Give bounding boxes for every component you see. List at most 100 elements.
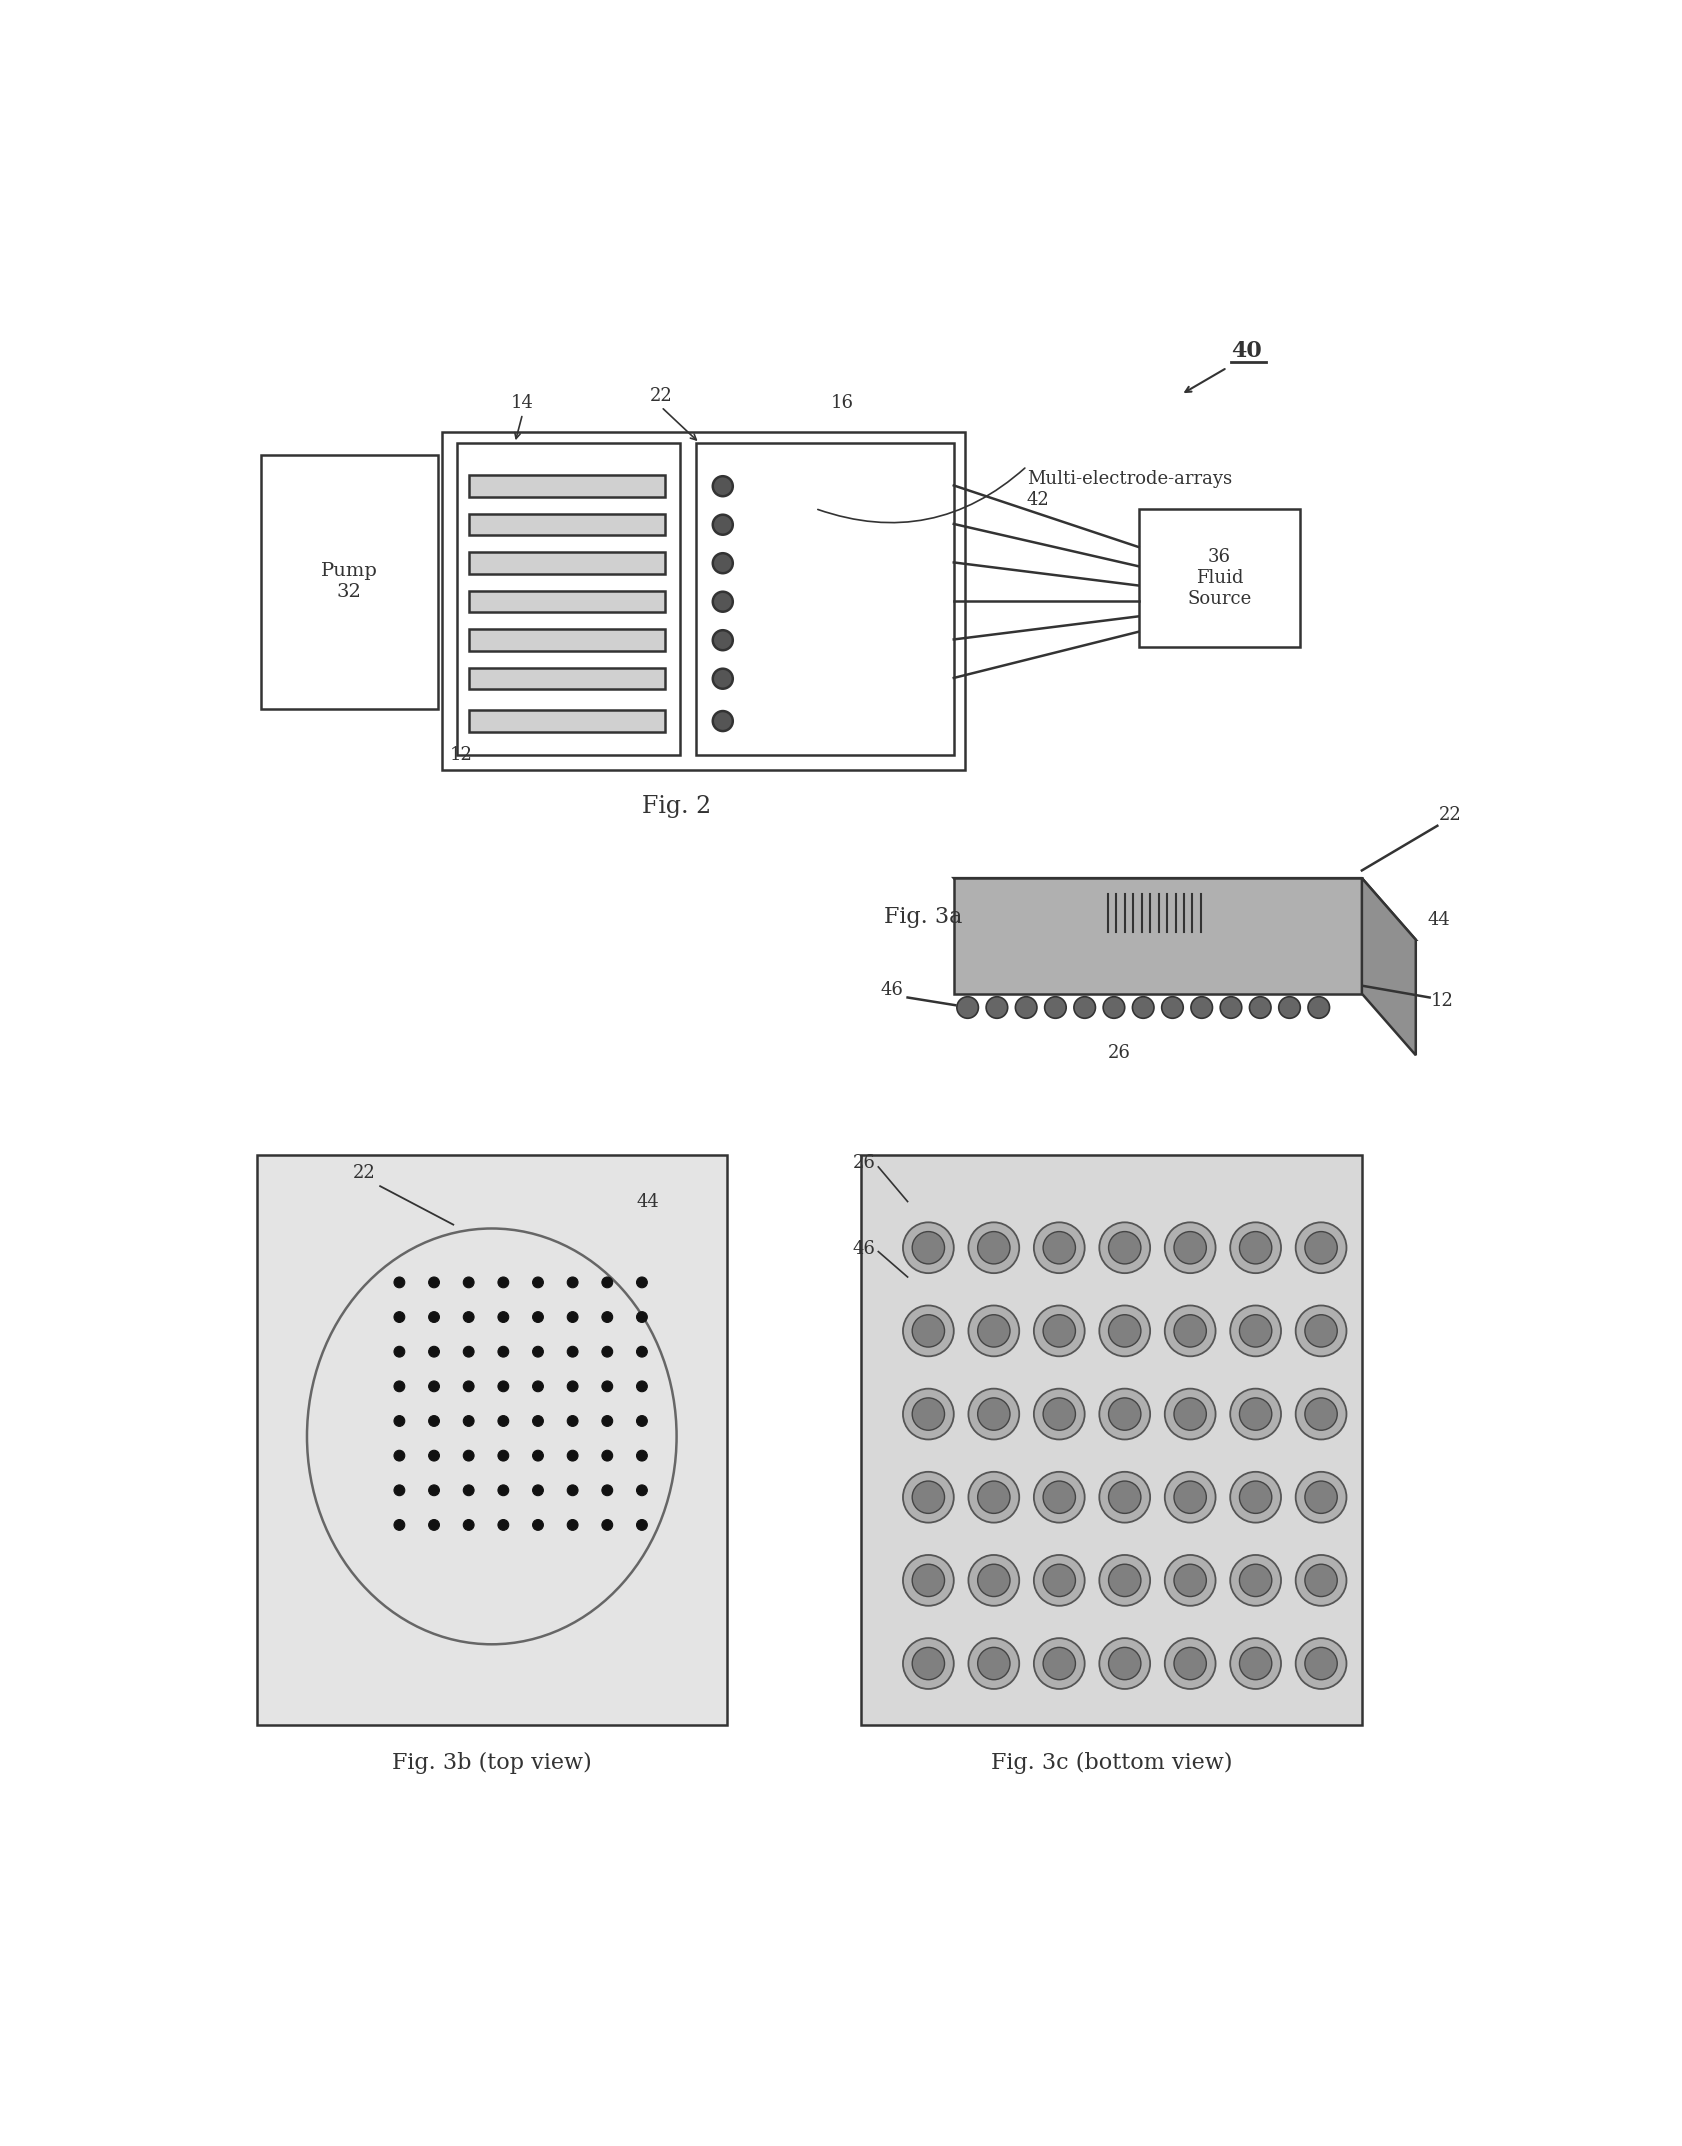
Circle shape	[1045, 996, 1066, 1019]
Circle shape	[1295, 1223, 1346, 1273]
Circle shape	[1033, 1472, 1083, 1524]
Circle shape	[1304, 1481, 1337, 1513]
Circle shape	[1098, 1556, 1149, 1605]
Circle shape	[986, 996, 1008, 1019]
Circle shape	[1238, 1315, 1272, 1348]
Circle shape	[1033, 1388, 1083, 1440]
Bar	[468, 629, 664, 650]
Circle shape	[1295, 1637, 1346, 1689]
Circle shape	[394, 1416, 405, 1427]
Circle shape	[967, 1556, 1019, 1605]
Circle shape	[713, 710, 732, 732]
Bar	[1139, 509, 1300, 648]
Text: Pump
32: Pump 32	[321, 562, 377, 601]
Text: Fig. 2: Fig. 2	[641, 794, 711, 818]
Bar	[468, 513, 664, 536]
Circle shape	[1191, 996, 1211, 1019]
Circle shape	[903, 1223, 954, 1273]
Circle shape	[903, 1388, 954, 1440]
Circle shape	[1098, 1388, 1149, 1440]
Circle shape	[1108, 1232, 1140, 1264]
Circle shape	[532, 1519, 543, 1530]
Circle shape	[567, 1346, 577, 1356]
Circle shape	[498, 1416, 508, 1427]
Circle shape	[1043, 1481, 1075, 1513]
Circle shape	[1098, 1305, 1149, 1356]
Circle shape	[1238, 1397, 1272, 1429]
Circle shape	[1304, 1564, 1337, 1597]
Circle shape	[394, 1277, 405, 1288]
Circle shape	[602, 1346, 612, 1356]
Circle shape	[636, 1519, 648, 1530]
Bar	[468, 476, 664, 498]
Circle shape	[532, 1451, 543, 1461]
Circle shape	[1219, 996, 1241, 1019]
Circle shape	[912, 1648, 944, 1680]
Circle shape	[429, 1519, 439, 1530]
Circle shape	[1174, 1648, 1206, 1680]
Circle shape	[394, 1346, 405, 1356]
Circle shape	[1098, 1223, 1149, 1273]
Polygon shape	[954, 878, 1361, 994]
Circle shape	[463, 1311, 474, 1322]
Circle shape	[636, 1346, 648, 1356]
Text: 22: 22	[1438, 807, 1460, 824]
Circle shape	[1304, 1232, 1337, 1264]
Bar	[441, 431, 965, 770]
Circle shape	[1164, 1556, 1214, 1605]
Circle shape	[532, 1380, 543, 1393]
Circle shape	[713, 592, 732, 612]
Circle shape	[713, 670, 732, 689]
Circle shape	[967, 1305, 1019, 1356]
Circle shape	[713, 554, 732, 573]
Circle shape	[463, 1451, 474, 1461]
Circle shape	[636, 1416, 648, 1427]
Circle shape	[429, 1277, 439, 1288]
Circle shape	[1164, 1388, 1214, 1440]
Circle shape	[463, 1346, 474, 1356]
Text: Multi-electrode-arrays
42: Multi-electrode-arrays 42	[1026, 470, 1231, 509]
Circle shape	[912, 1564, 944, 1597]
Text: 12: 12	[1430, 991, 1453, 1011]
Text: 22: 22	[649, 386, 673, 406]
Circle shape	[713, 515, 732, 534]
Circle shape	[1295, 1388, 1346, 1440]
Circle shape	[567, 1451, 577, 1461]
Circle shape	[636, 1451, 648, 1461]
Bar	[861, 1155, 1361, 1725]
Circle shape	[1043, 1232, 1075, 1264]
Circle shape	[957, 996, 977, 1019]
Circle shape	[429, 1380, 439, 1393]
Circle shape	[498, 1311, 508, 1322]
Text: Fig. 3b (top view): Fig. 3b (top view)	[392, 1751, 592, 1775]
Circle shape	[636, 1277, 648, 1288]
Bar	[257, 1155, 727, 1725]
Text: 22: 22	[353, 1165, 375, 1182]
Circle shape	[1108, 1648, 1140, 1680]
Circle shape	[1174, 1481, 1206, 1513]
Circle shape	[977, 1564, 1009, 1597]
Bar	[468, 667, 664, 689]
Circle shape	[903, 1472, 954, 1524]
Circle shape	[1033, 1556, 1083, 1605]
Circle shape	[1238, 1481, 1272, 1513]
Circle shape	[977, 1397, 1009, 1429]
Circle shape	[977, 1315, 1009, 1348]
Circle shape	[1108, 1481, 1140, 1513]
Circle shape	[1304, 1648, 1337, 1680]
Circle shape	[602, 1451, 612, 1461]
Circle shape	[903, 1637, 954, 1689]
Circle shape	[1098, 1637, 1149, 1689]
Circle shape	[1102, 996, 1124, 1019]
Circle shape	[567, 1519, 577, 1530]
Circle shape	[1033, 1637, 1083, 1689]
Text: 44: 44	[636, 1193, 659, 1210]
Circle shape	[912, 1397, 944, 1429]
Circle shape	[567, 1311, 577, 1322]
Circle shape	[713, 476, 732, 496]
Text: 26: 26	[851, 1155, 875, 1172]
Circle shape	[967, 1472, 1019, 1524]
Circle shape	[463, 1277, 474, 1288]
Circle shape	[1230, 1305, 1280, 1356]
Circle shape	[977, 1481, 1009, 1513]
